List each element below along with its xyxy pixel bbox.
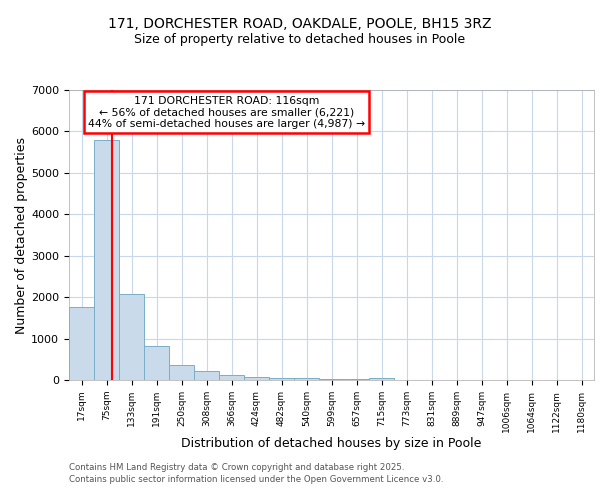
- Bar: [194, 371, 219, 380]
- Text: 171 DORCHESTER ROAD: 116sqm
← 56% of detached houses are smaller (6,221)
44% of : 171 DORCHESTER ROAD: 116sqm ← 56% of det…: [88, 96, 365, 129]
- Bar: [319, 379, 344, 380]
- Y-axis label: Number of detached properties: Number of detached properties: [16, 136, 28, 334]
- Bar: [369, 378, 394, 380]
- Bar: [294, 378, 319, 380]
- Bar: [69, 306, 94, 380]
- Bar: [219, 375, 244, 380]
- Bar: [269, 378, 294, 380]
- Bar: [344, 379, 369, 380]
- Text: Size of property relative to detached houses in Poole: Size of property relative to detached ho…: [134, 32, 466, 46]
- Bar: [94, 140, 119, 380]
- Bar: [144, 346, 169, 380]
- Text: Contains HM Land Registry data © Crown copyright and database right 2025.: Contains HM Land Registry data © Crown c…: [69, 462, 404, 471]
- Bar: [119, 294, 144, 380]
- Text: 171, DORCHESTER ROAD, OAKDALE, POOLE, BH15 3RZ: 171, DORCHESTER ROAD, OAKDALE, POOLE, BH…: [108, 18, 492, 32]
- X-axis label: Distribution of detached houses by size in Poole: Distribution of detached houses by size …: [181, 438, 482, 450]
- Bar: [244, 377, 269, 380]
- Bar: [169, 365, 194, 380]
- Text: Contains public sector information licensed under the Open Government Licence v3: Contains public sector information licen…: [69, 475, 443, 484]
